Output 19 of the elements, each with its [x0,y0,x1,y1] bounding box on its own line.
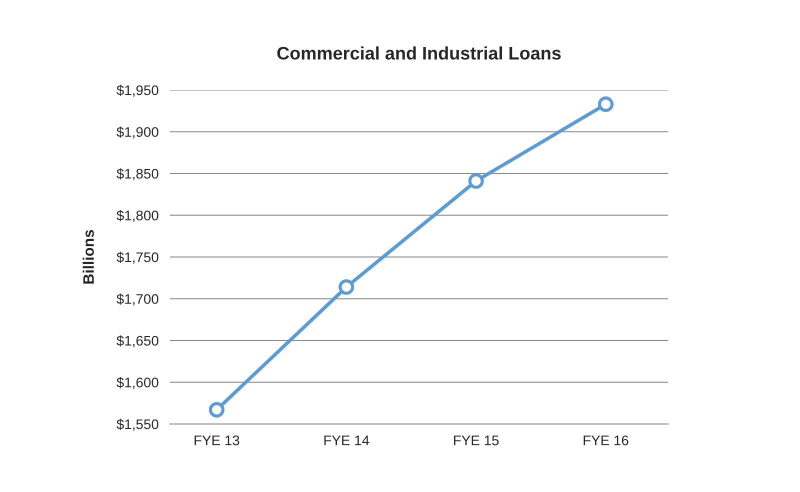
point [468,173,484,189]
y-tick-label: $1,800 [116,210,158,222]
x-tick-label: FYE 16 [584,435,628,446]
x-tick-label: FYE 13 [194,435,240,446]
y-tick-label: $1,950 [116,84,158,97]
point [208,402,224,418]
y-tick-label: $1,750 [116,252,158,264]
x-tick-label: FYE 14 [324,436,370,446]
chart-title: Commercial and Industrial Loans [277,46,561,60]
y-tick-label: $1,600 [116,377,158,390]
point [598,96,614,112]
x-tick-label: FYE 15 [454,436,499,446]
y-tick-label: $1,550 [116,418,158,431]
y-axis-title: Billions [82,230,94,284]
point [338,279,354,295]
y-tick-label: $1,700 [116,294,158,306]
y-tick-label: $1,650 [116,335,158,348]
y-tick-label: $1,850 [116,168,158,180]
y-tick-label: $1,900 [116,126,158,139]
